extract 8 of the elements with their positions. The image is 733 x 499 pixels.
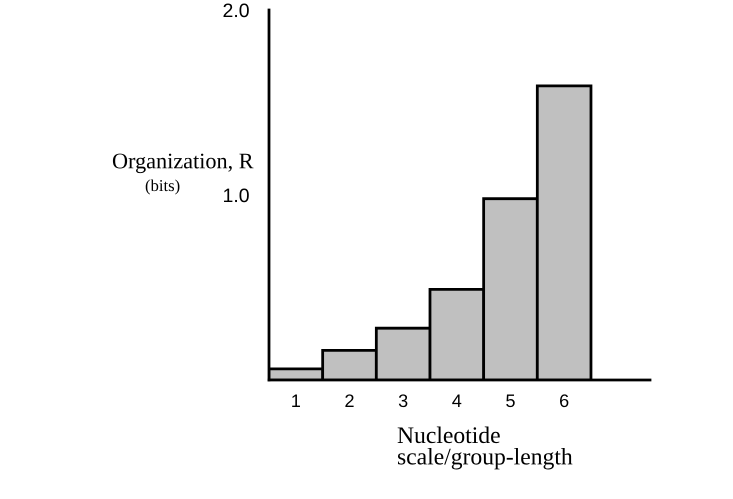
x-tick-label: 2 bbox=[345, 394, 354, 407]
x-tick-label: 5 bbox=[506, 394, 515, 408]
y-tick-label: 2.0 bbox=[224, 3, 249, 18]
x-tick-label: 1 bbox=[292, 394, 300, 407]
x-tick-label: 6 bbox=[560, 394, 568, 408]
x-axis-title: Nucleotide scale/group-length bbox=[398, 426, 572, 470]
x-tick-label: 3 bbox=[398, 394, 408, 408]
x-tick-label: 4 bbox=[452, 394, 462, 407]
